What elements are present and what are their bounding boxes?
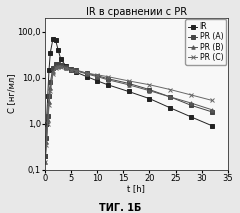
IR — [106, 83, 109, 86]
PR (A) — [52, 67, 54, 69]
PR (A) — [57, 62, 60, 65]
PR (B) — [85, 73, 88, 75]
PR (B) — [49, 86, 52, 89]
PR (A) — [85, 72, 88, 75]
PR (C) — [75, 70, 78, 72]
Line: PR (C): PR (C) — [43, 65, 214, 164]
PR (C) — [65, 67, 67, 69]
IR — [57, 49, 60, 51]
Y-axis label: C [нг/мл]: C [нг/мл] — [7, 74, 16, 114]
PR (C) — [59, 66, 62, 68]
PR (A) — [127, 82, 130, 85]
PR (B) — [52, 71, 54, 74]
IR — [190, 116, 193, 118]
PR (C) — [169, 88, 172, 91]
PR (C) — [211, 99, 214, 102]
Title: IR в сравнении с PR: IR в сравнении с PR — [86, 7, 187, 17]
PR (B) — [96, 75, 99, 78]
PR (C) — [45, 143, 48, 146]
PR (A) — [46, 114, 49, 117]
PR (B) — [70, 68, 73, 71]
PR (C) — [85, 72, 88, 75]
PR (C) — [70, 68, 73, 71]
PR (B) — [127, 83, 130, 86]
PR (A) — [44, 155, 47, 157]
PR (B) — [57, 65, 60, 67]
PR (A) — [70, 68, 73, 70]
PR (B) — [65, 66, 67, 69]
PR (A) — [48, 95, 50, 97]
PR (B) — [106, 78, 109, 81]
Text: ΤИГ. 1Б: ΤИГ. 1Б — [99, 203, 141, 213]
PR (C) — [54, 67, 57, 69]
PR (B) — [148, 89, 151, 92]
PR (A) — [49, 81, 52, 83]
PR (B) — [211, 109, 214, 111]
PR (B) — [59, 65, 62, 68]
PR (A) — [169, 96, 172, 98]
Legend: IR, PR (A), PR (B), PR (C): IR, PR (A), PR (B), PR (C) — [185, 19, 226, 65]
IR — [169, 107, 172, 109]
PR (A) — [45, 136, 48, 139]
PR (B) — [45, 141, 48, 143]
PR (A) — [106, 77, 109, 80]
PR (C) — [190, 94, 193, 96]
IR — [45, 122, 48, 125]
PR (B) — [54, 66, 57, 68]
IR — [52, 37, 54, 40]
PR (C) — [49, 90, 52, 93]
IR — [59, 58, 62, 60]
IR — [96, 80, 99, 82]
IR — [54, 39, 57, 42]
PR (C) — [52, 73, 54, 75]
PR (B) — [190, 102, 193, 104]
PR (A) — [54, 62, 57, 65]
PR (C) — [148, 83, 151, 86]
PR (A) — [59, 63, 62, 66]
IR — [65, 65, 67, 67]
PR (A) — [96, 75, 99, 77]
IR — [75, 71, 78, 74]
PR (C) — [57, 66, 60, 68]
IR — [70, 68, 73, 71]
Line: PR (B): PR (B) — [43, 64, 214, 163]
PR (C) — [127, 80, 130, 82]
PR (B) — [48, 100, 50, 103]
IR — [49, 51, 52, 54]
IR — [127, 90, 130, 93]
PR (A) — [190, 104, 193, 107]
X-axis label: t [h]: t [h] — [127, 184, 145, 193]
PR (B) — [44, 160, 47, 163]
PR (B) — [169, 96, 172, 98]
PR (C) — [48, 104, 50, 107]
IR — [46, 95, 49, 97]
IR — [44, 155, 47, 157]
Line: PR (A): PR (A) — [43, 62, 214, 158]
Line: IR: IR — [43, 37, 214, 158]
PR (C) — [44, 160, 47, 163]
IR — [85, 75, 88, 78]
PR (A) — [211, 111, 214, 113]
PR (C) — [46, 122, 49, 125]
PR (C) — [96, 73, 99, 76]
PR (A) — [65, 66, 67, 68]
PR (A) — [75, 69, 78, 72]
PR (B) — [75, 70, 78, 72]
PR (B) — [46, 119, 49, 121]
PR (C) — [106, 75, 109, 78]
IR — [211, 125, 214, 127]
IR — [48, 68, 50, 71]
IR — [148, 97, 151, 100]
PR (A) — [148, 88, 151, 91]
